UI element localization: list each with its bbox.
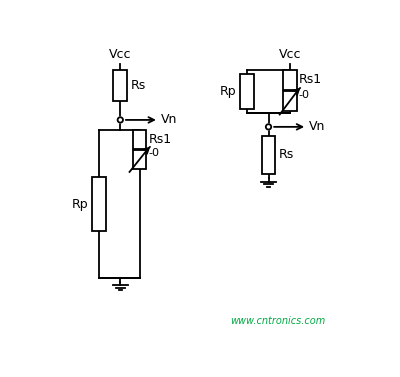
Circle shape [266, 124, 271, 130]
Bar [240, 74, 254, 109]
Text: Rs: Rs [130, 79, 146, 92]
Bar [283, 70, 297, 90]
Bar [133, 150, 146, 169]
Text: -0: -0 [149, 149, 160, 158]
Text: Rs: Rs [278, 149, 294, 161]
Bar [262, 136, 276, 174]
Text: Rp: Rp [220, 85, 236, 98]
Text: Vn: Vn [161, 113, 178, 126]
Text: Rp: Rp [71, 198, 88, 210]
Circle shape [118, 117, 123, 123]
Bar [283, 92, 297, 112]
Text: Vcc: Vcc [278, 48, 301, 61]
Text: www.cntronics.com: www.cntronics.com [230, 316, 326, 326]
Bar [113, 70, 127, 101]
Bar [133, 130, 146, 149]
Text: Rs1: Rs1 [149, 133, 172, 146]
Text: -0: -0 [299, 90, 310, 100]
Bar [92, 177, 106, 231]
Text: Rs1: Rs1 [299, 74, 322, 86]
Text: Vn: Vn [309, 120, 326, 133]
Text: Vcc: Vcc [109, 48, 132, 61]
